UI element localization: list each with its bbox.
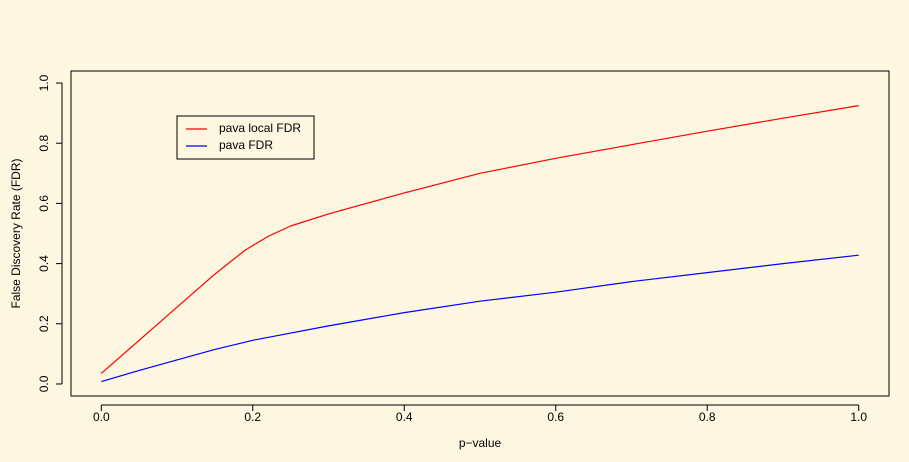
x-tick-label: 0.6 — [547, 410, 564, 424]
x-tick-label: 0.2 — [244, 410, 261, 424]
y-tick-label: 0.2 — [37, 315, 51, 332]
y-tick-label: 0.6 — [37, 195, 51, 212]
y-tick-label: 0.0 — [37, 375, 51, 392]
x-tick-label: 0.4 — [396, 410, 413, 424]
y-tick-label: 0.8 — [37, 135, 51, 152]
series-line-pava-local-fdr — [100, 105, 859, 374]
x-tick-label: 0.0 — [93, 410, 110, 424]
legend-label: pava FDR — [219, 138, 273, 152]
plot-frame — [70, 70, 890, 397]
series-line-pava-fdr — [101, 254, 859, 383]
y-tick-label: 0.4 — [37, 255, 51, 272]
x-axis-title: p−value — [459, 436, 502, 450]
x-tick-label: 1.0 — [850, 410, 867, 424]
y-axis-title: False Discovery Rate (FDR) — [9, 158, 23, 308]
legend-label: pava local FDR — [219, 121, 301, 135]
legend-box — [176, 115, 315, 160]
x-tick-label: 0.8 — [699, 410, 716, 424]
y-tick-label: 1.0 — [37, 74, 51, 91]
